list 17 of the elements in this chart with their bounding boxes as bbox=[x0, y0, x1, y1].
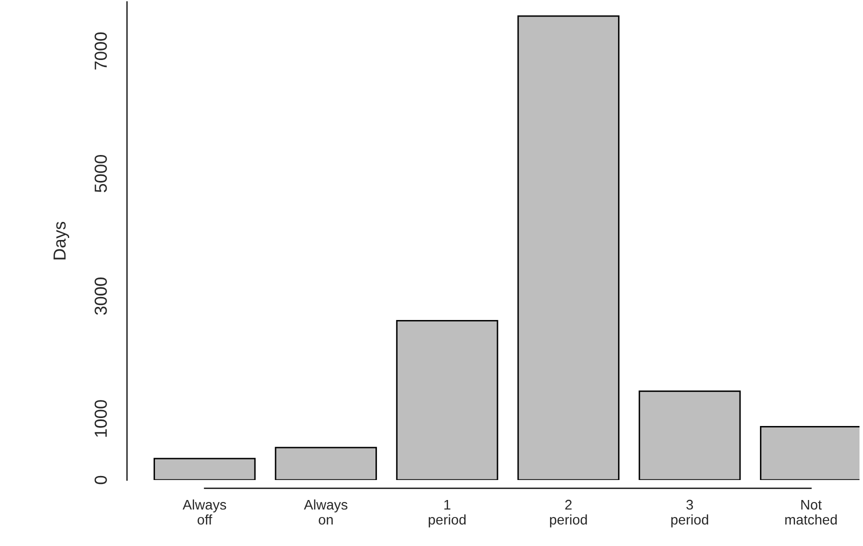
x-tick-label: 2 period bbox=[550, 500, 587, 528]
bar bbox=[396, 320, 498, 480]
y-tick-label: 5000 bbox=[94, 154, 107, 192]
y-axis-title: Days bbox=[54, 222, 70, 260]
y-tick-label: 7000 bbox=[94, 32, 107, 70]
x-tick-label: Always off bbox=[182, 499, 226, 525]
y-tick-label: 0 bbox=[94, 476, 107, 484]
bar bbox=[154, 458, 256, 480]
y-tick-label: 1000 bbox=[94, 400, 107, 437]
x-tick-label: Not matched bbox=[785, 500, 837, 525]
x-tick-label: Always on bbox=[304, 499, 348, 525]
bar bbox=[638, 390, 741, 480]
x-tick-label: 3 period bbox=[671, 500, 708, 528]
bar bbox=[274, 446, 377, 480]
y-tick-label: 3000 bbox=[94, 278, 107, 315]
x-tick-label: 1 period bbox=[428, 500, 466, 528]
bar bbox=[517, 15, 620, 480]
